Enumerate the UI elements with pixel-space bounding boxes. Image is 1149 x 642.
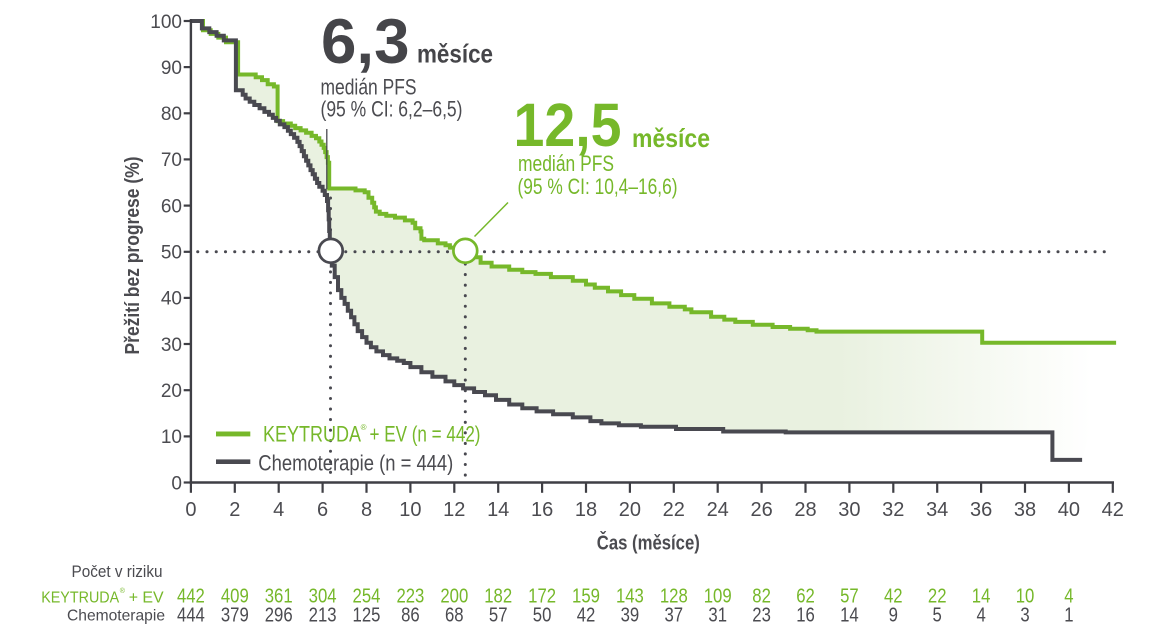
svg-text:254: 254 [353, 585, 381, 607]
svg-text:4: 4 [1064, 585, 1073, 607]
svg-text:23: 23 [752, 605, 771, 627]
svg-text:128: 128 [660, 585, 688, 607]
svg-text:57: 57 [840, 585, 859, 607]
svg-text:172: 172 [528, 585, 556, 607]
svg-text:31: 31 [708, 605, 727, 627]
svg-text:10: 10 [399, 499, 421, 521]
svg-text:medián PFS: medián PFS [321, 75, 417, 100]
svg-text:37: 37 [665, 605, 684, 627]
svg-text:18: 18 [575, 499, 597, 521]
svg-text:90: 90 [161, 58, 182, 79]
svg-text:24: 24 [707, 499, 729, 521]
svg-text:42: 42 [1102, 499, 1124, 521]
svg-text:213: 213 [309, 605, 337, 627]
svg-text:159: 159 [572, 585, 600, 607]
svg-text:223: 223 [396, 585, 424, 607]
svg-text:304: 304 [309, 585, 337, 607]
svg-text:38: 38 [1014, 499, 1036, 521]
svg-text:9: 9 [889, 605, 898, 627]
svg-text:10: 10 [1016, 585, 1035, 607]
svg-text:0: 0 [171, 473, 182, 494]
svg-text:40: 40 [1058, 499, 1080, 521]
svg-text:10: 10 [161, 427, 182, 448]
svg-text:57: 57 [489, 605, 508, 627]
svg-text:28: 28 [794, 499, 816, 521]
svg-text:50: 50 [533, 605, 552, 627]
svg-text:6: 6 [317, 499, 328, 521]
svg-text:50: 50 [161, 243, 182, 264]
svg-text:20: 20 [619, 499, 641, 521]
svg-text:8: 8 [361, 499, 372, 521]
svg-text:36: 36 [970, 499, 992, 521]
svg-text:80: 80 [161, 104, 182, 125]
svg-text:68: 68 [445, 605, 464, 627]
svg-text:Chemoterapie (n = 444): Chemoterapie (n = 444) [258, 451, 453, 476]
svg-text:2: 2 [229, 499, 240, 521]
svg-text:39: 39 [621, 605, 640, 627]
svg-text:409: 409 [221, 585, 249, 607]
svg-text:Čas (měsíce): Čas (měsíce) [597, 531, 700, 555]
svg-text:182: 182 [484, 585, 512, 607]
svg-text:5: 5 [933, 605, 942, 627]
svg-text:®: ® [120, 587, 126, 595]
svg-text:KEYTRUDA: KEYTRUDA [263, 422, 361, 447]
svg-text:34: 34 [926, 499, 948, 521]
svg-text:Počet v riziku: Počet v riziku [72, 562, 163, 581]
svg-text:296: 296 [265, 605, 293, 627]
svg-text:444: 444 [177, 605, 205, 627]
svg-text:30: 30 [161, 335, 182, 356]
svg-text:86: 86 [401, 605, 420, 627]
svg-text:62: 62 [796, 585, 815, 607]
svg-text:(95 % CI: 6,2–6,5): (95 % CI: 6,2–6,5) [321, 97, 463, 122]
svg-text:měsíce: měsíce [632, 123, 710, 153]
svg-text:42: 42 [577, 605, 596, 627]
svg-text:®: ® [361, 423, 367, 432]
svg-text:22: 22 [663, 499, 685, 521]
svg-text:4: 4 [273, 499, 284, 521]
svg-text:16: 16 [796, 605, 815, 627]
svg-text:Chemoterapie: Chemoterapie [67, 608, 165, 625]
svg-text:16: 16 [531, 499, 553, 521]
svg-text:+ EV (n = 442): + EV (n = 442) [370, 422, 481, 447]
svg-text:60: 60 [161, 196, 182, 217]
svg-text:143: 143 [616, 585, 644, 607]
svg-text:0: 0 [185, 499, 196, 521]
svg-text:32: 32 [882, 499, 904, 521]
svg-text:3: 3 [1020, 605, 1029, 627]
svg-text:14: 14 [840, 605, 859, 627]
svg-text:12,5: 12,5 [514, 91, 622, 159]
svg-text:KEYTRUDA: KEYTRUDA [41, 589, 119, 606]
svg-text:Přežití bez progrese (%): Přežití bez progrese (%) [122, 157, 144, 355]
svg-text:379: 379 [221, 605, 249, 627]
svg-text:40: 40 [161, 289, 182, 310]
svg-text:26: 26 [750, 499, 772, 521]
svg-text:70: 70 [161, 150, 182, 171]
svg-text:82: 82 [752, 585, 771, 607]
svg-text:42: 42 [884, 585, 903, 607]
svg-text:361: 361 [265, 585, 293, 607]
svg-text:6,3: 6,3 [321, 7, 410, 77]
svg-text:+ EV: + EV [129, 589, 164, 606]
svg-text:125: 125 [353, 605, 381, 627]
svg-text:1: 1 [1064, 605, 1073, 627]
svg-text:200: 200 [440, 585, 468, 607]
svg-text:442: 442 [177, 585, 205, 607]
svg-text:20: 20 [161, 381, 182, 402]
svg-text:14: 14 [487, 499, 509, 521]
svg-text:100: 100 [150, 12, 182, 33]
svg-text:12: 12 [443, 499, 465, 521]
svg-text:30: 30 [838, 499, 860, 521]
svg-text:(95 % CI: 10,4–16,6): (95 % CI: 10,4–16,6) [518, 174, 678, 199]
svg-text:měsíce: měsíce [417, 38, 493, 68]
svg-text:4: 4 [976, 605, 985, 627]
svg-text:medián PFS: medián PFS [518, 151, 614, 176]
svg-text:22: 22 [928, 585, 947, 607]
svg-text:109: 109 [704, 585, 732, 607]
svg-text:14: 14 [972, 585, 991, 607]
